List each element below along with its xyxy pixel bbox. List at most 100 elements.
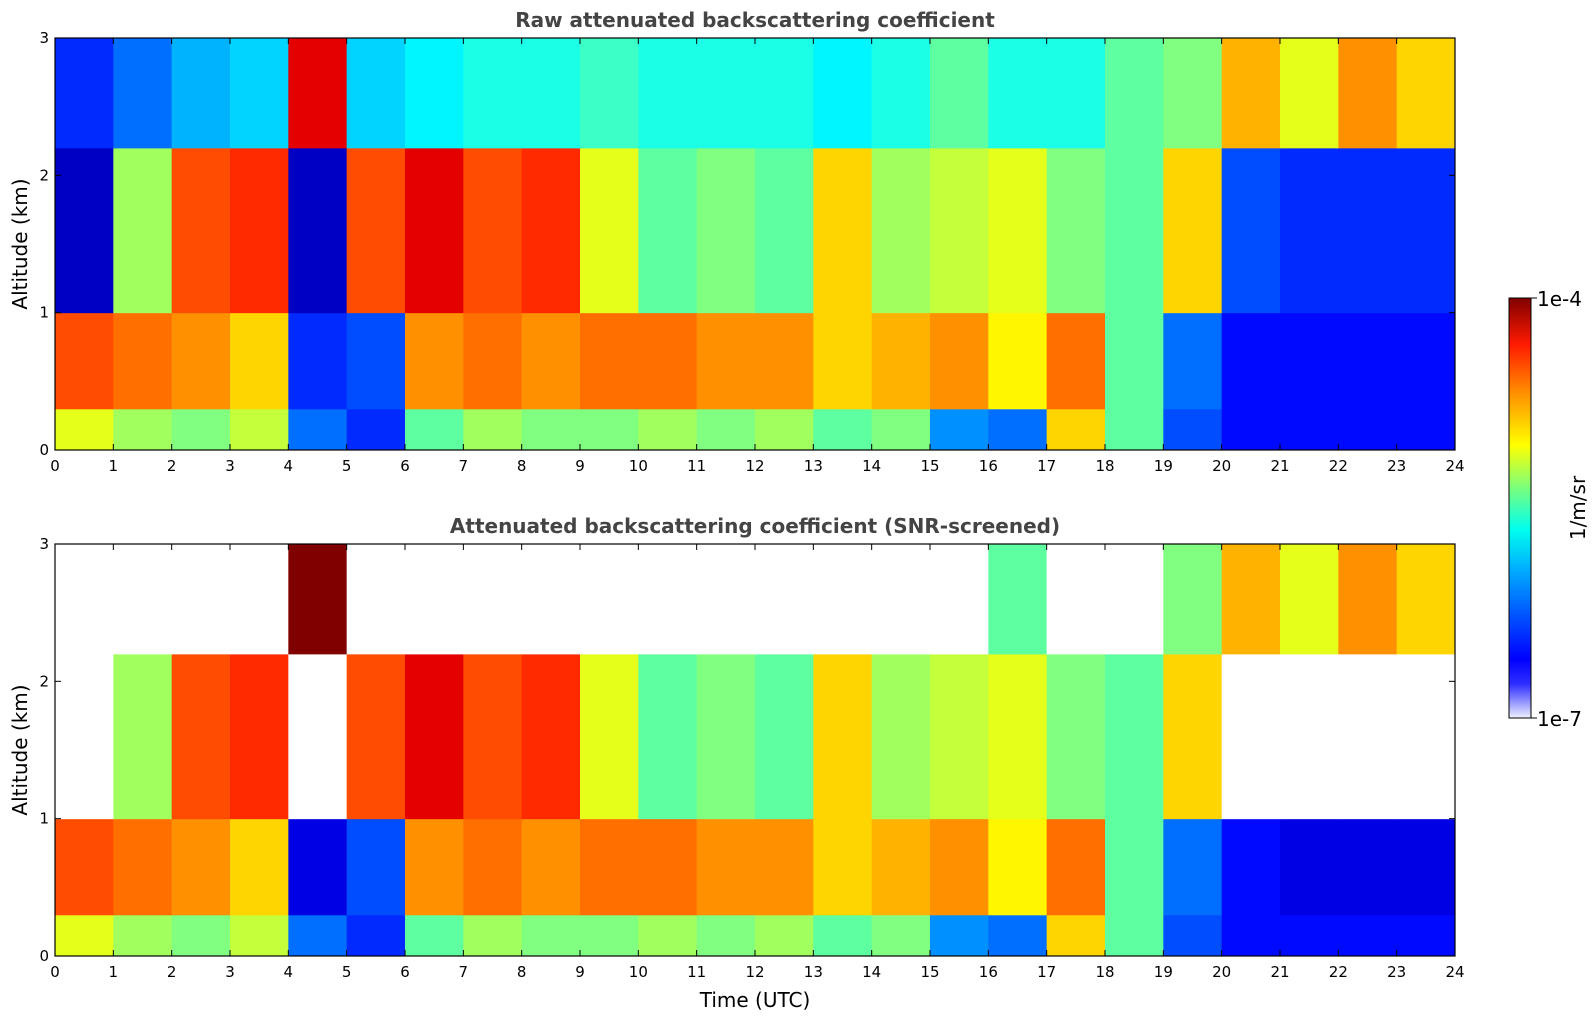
heatmap-cell [813, 38, 873, 149]
heatmap-cell [521, 914, 581, 956]
heatmap-cell [638, 38, 698, 149]
heatmap-cell [346, 914, 406, 956]
heatmap-cell [1396, 38, 1455, 149]
x-tick-label: 17 [1037, 963, 1056, 981]
heatmap-cell [1046, 147, 1106, 314]
panel-raw-heatmap [55, 38, 1455, 450]
heatmap-cell [288, 312, 348, 410]
heatmap-cell [696, 408, 756, 450]
heatmap-cell [463, 544, 523, 655]
heatmap-cell [113, 818, 173, 916]
heatmap-cell [988, 818, 1048, 916]
heatmap-cell [755, 914, 814, 956]
y-tick-label: 3 [39, 29, 49, 47]
heatmap-cell [1396, 818, 1455, 916]
panel-screened-title: Attenuated backscattering coefficient (S… [450, 514, 1060, 538]
heatmap-cell [1105, 147, 1164, 314]
heatmap-cell [930, 38, 989, 149]
heatmap-cell [405, 312, 464, 410]
x-tick-label: 18 [1095, 457, 1114, 475]
y-tick-label: 1 [39, 810, 49, 828]
heatmap-cell [521, 653, 581, 820]
heatmap-cell [1396, 653, 1455, 820]
x-tick-label: 17 [1037, 457, 1056, 475]
y-tick-label: 1 [39, 304, 49, 322]
heatmap-cell [230, 653, 289, 820]
heatmap-cell [1163, 408, 1223, 450]
heatmap-cell [405, 653, 464, 820]
heatmap-cell [871, 312, 931, 410]
heatmap-cell [521, 408, 581, 450]
heatmap-cell [346, 147, 406, 314]
heatmap-cell [871, 653, 931, 820]
heatmap-cell [463, 312, 523, 410]
heatmap-cell [230, 818, 289, 916]
heatmap-cell [1046, 653, 1106, 820]
heatmap-cell [405, 38, 464, 149]
heatmap-cell [1280, 312, 1339, 410]
heatmap-cell [871, 408, 931, 450]
x-tick-label: 2 [167, 457, 177, 475]
heatmap-cell [405, 818, 464, 916]
heatmap-cell [638, 653, 698, 820]
heatmap-cell [113, 312, 173, 410]
heatmap-cell [521, 312, 581, 410]
x-tick-label: 7 [459, 457, 469, 475]
heatmap-cell [1105, 818, 1164, 916]
heatmap-cell [1338, 147, 1398, 314]
heatmap-cell [55, 544, 114, 655]
y-tick-label: 0 [39, 947, 49, 965]
heatmap-cell [1105, 544, 1164, 655]
heatmap-cell [171, 653, 231, 820]
heatmap-cell [755, 147, 814, 314]
heatmap-cell [1163, 818, 1223, 916]
heatmap-cell [1396, 408, 1455, 450]
heatmap-cell [813, 544, 873, 655]
x-tick-label: 1 [109, 457, 119, 475]
x-tick-label: 3 [225, 963, 235, 981]
heatmap-cell [930, 408, 989, 450]
heatmap-cell [1221, 818, 1281, 916]
heatmap-cell [580, 312, 639, 410]
heatmap-cell [871, 914, 931, 956]
colorbar-gradient [1508, 297, 1532, 719]
heatmap-cell [755, 38, 814, 149]
x-tick-label: 22 [1329, 457, 1348, 475]
x-tick-label: 10 [629, 963, 648, 981]
heatmap-cell [1046, 818, 1106, 916]
heatmap-cell [463, 818, 523, 916]
heatmap-cell [580, 914, 639, 956]
panel-screened-y-axis: 0 1 2 3 [39, 535, 1455, 965]
heatmap-cell [580, 544, 639, 655]
heatmap-cell [405, 914, 464, 956]
heatmap-cell [288, 408, 348, 450]
panel-raw-title: Raw attenuated backscattering coefficien… [515, 8, 995, 32]
x-tick-label: 11 [687, 963, 706, 981]
heatmap-cell [988, 408, 1048, 450]
heatmap-cell [988, 544, 1048, 655]
heatmap-cell [930, 914, 989, 956]
heatmap-cell [580, 818, 639, 916]
heatmap-cell [405, 544, 464, 655]
y-tick-label: 2 [39, 672, 49, 690]
heatmap-cell [1046, 312, 1106, 410]
heatmap-cell [230, 408, 289, 450]
heatmap-cell [1396, 544, 1455, 655]
heatmap-cell [638, 408, 698, 450]
heatmap-cell [55, 914, 114, 956]
y-tick-label: 3 [39, 535, 49, 553]
x-tick-label: 8 [517, 963, 527, 981]
heatmap-cell [521, 147, 581, 314]
heatmap-cell [696, 38, 756, 149]
heatmap-cell [288, 818, 348, 916]
heatmap-cell [1280, 818, 1339, 916]
heatmap-cell [521, 544, 581, 655]
heatmap-cell [405, 408, 464, 450]
heatmap-cell [1338, 38, 1398, 149]
x-tick-label: 13 [804, 963, 823, 981]
heatmap-cell [288, 544, 348, 655]
heatmap-cell [1280, 408, 1339, 450]
heatmap-cell [1163, 914, 1223, 956]
heatmap-cell [113, 408, 173, 450]
heatmap-cell [1280, 147, 1339, 314]
